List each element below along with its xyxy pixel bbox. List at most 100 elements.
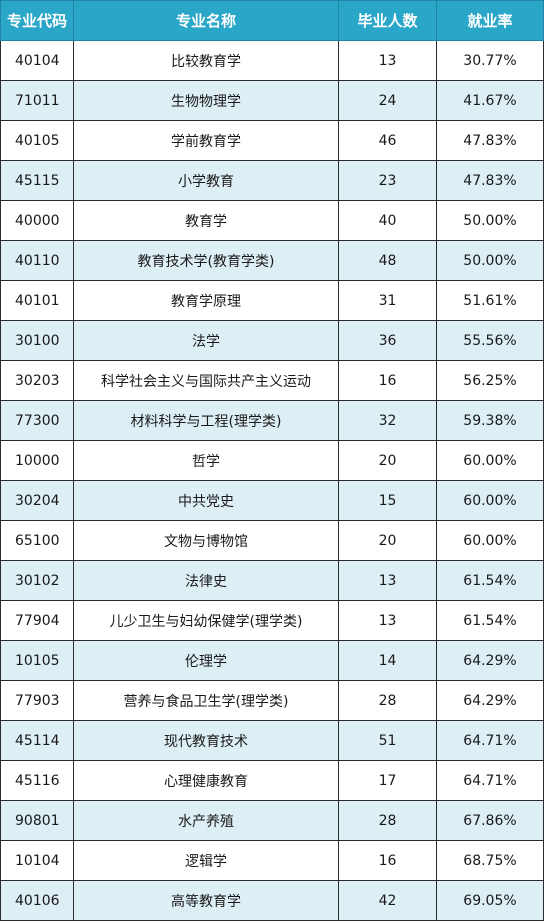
major-code-cell: 40104: [0, 40, 74, 81]
header-graduates: 毕业人数: [338, 0, 437, 41]
major-name-cell: 文物与博物馆: [73, 520, 339, 561]
graduates-count-cell: 16: [338, 840, 437, 881]
table-row: 45114 现代教育技术 51 64.71%: [0, 720, 544, 761]
table-row: 30100 法学 36 55.56%: [0, 320, 544, 361]
major-code-cell: 77903: [0, 680, 74, 721]
employment-rate-cell: 50.00%: [436, 240, 544, 281]
employment-rate-cell: 50.00%: [436, 200, 544, 241]
major-name-cell: 小学教育: [73, 160, 339, 201]
major-code-cell: 30204: [0, 480, 74, 521]
major-code-cell: 77300: [0, 400, 74, 441]
graduates-count-cell: 42: [338, 880, 437, 921]
table-header-row: 专业代码 专业名称 毕业人数 就业率: [0, 0, 544, 41]
major-name-cell: 教育技术学(教育学类): [73, 240, 339, 281]
major-name-cell: 比较教育学: [73, 40, 339, 81]
major-name-cell: 科学社会主义与国际共产主义运动: [73, 360, 339, 401]
major-code-cell: 40101: [0, 280, 74, 321]
graduates-count-cell: 36: [338, 320, 437, 361]
employment-rate-cell: 61.54%: [436, 600, 544, 641]
major-name-cell: 哲学: [73, 440, 339, 481]
major-name-cell: 材料科学与工程(理学类): [73, 400, 339, 441]
employment-rate-cell: 41.67%: [436, 80, 544, 121]
major-code-cell: 65100: [0, 520, 74, 561]
table-row: 77300 材料科学与工程(理学类) 32 59.38%: [0, 400, 544, 441]
employment-rate-cell: 60.00%: [436, 440, 544, 481]
major-code-cell: 40000: [0, 200, 74, 241]
major-name-cell: 教育学原理: [73, 280, 339, 321]
graduates-count-cell: 14: [338, 640, 437, 681]
table-row: 40104 比较教育学 13 30.77%: [0, 40, 544, 81]
major-code-cell: 77904: [0, 600, 74, 641]
table-row: 40110 教育技术学(教育学类) 48 50.00%: [0, 240, 544, 281]
table-row: 45115 小学教育 23 47.83%: [0, 160, 544, 201]
major-name-cell: 儿少卫生与妇幼保健学(理学类): [73, 600, 339, 641]
table-row: 90801 水产养殖 28 67.86%: [0, 800, 544, 841]
major-code-cell: 40105: [0, 120, 74, 161]
graduates-count-cell: 13: [338, 40, 437, 81]
table-row: 10105 伦理学 14 64.29%: [0, 640, 544, 681]
employment-rate-cell: 59.38%: [436, 400, 544, 441]
major-name-cell: 中共党史: [73, 480, 339, 521]
graduates-count-cell: 28: [338, 680, 437, 721]
major-name-cell: 法学: [73, 320, 339, 361]
major-code-cell: 90801: [0, 800, 74, 841]
major-name-cell: 营养与食品卫生学(理学类): [73, 680, 339, 721]
table-row: 40000 教育学 40 50.00%: [0, 200, 544, 241]
major-name-cell: 现代教育技术: [73, 720, 339, 761]
major-code-cell: 40110: [0, 240, 74, 281]
graduates-count-cell: 20: [338, 520, 437, 561]
employment-rate-cell: 60.00%: [436, 480, 544, 521]
graduates-count-cell: 13: [338, 600, 437, 641]
major-name-cell: 高等教育学: [73, 880, 339, 921]
header-employment-rate: 就业率: [436, 0, 544, 41]
major-name-cell: 伦理学: [73, 640, 339, 681]
employment-rate-cell: 60.00%: [436, 520, 544, 561]
employment-rate-cell: 51.61%: [436, 280, 544, 321]
table-row: 45116 心理健康教育 17 64.71%: [0, 760, 544, 801]
graduates-count-cell: 40: [338, 200, 437, 241]
graduates-count-cell: 48: [338, 240, 437, 281]
major-code-cell: 30102: [0, 560, 74, 601]
graduates-count-cell: 13: [338, 560, 437, 601]
table-row: 30102 法律史 13 61.54%: [0, 560, 544, 601]
graduates-count-cell: 24: [338, 80, 437, 121]
major-name-cell: 教育学: [73, 200, 339, 241]
employment-rate-cell: 64.71%: [436, 720, 544, 761]
graduates-count-cell: 20: [338, 440, 437, 481]
graduates-count-cell: 17: [338, 760, 437, 801]
major-code-cell: 40106: [0, 880, 74, 921]
employment-rate-cell: 68.75%: [436, 840, 544, 881]
major-code-cell: 45115: [0, 160, 74, 201]
major-code-cell: 45114: [0, 720, 74, 761]
major-code-cell: 10105: [0, 640, 74, 681]
table-row: 71011 生物物理学 24 41.67%: [0, 80, 544, 121]
employment-rate-cell: 67.86%: [436, 800, 544, 841]
table-row: 10000 哲学 20 60.00%: [0, 440, 544, 481]
major-code-cell: 30100: [0, 320, 74, 361]
table-row: 10104 逻辑学 16 68.75%: [0, 840, 544, 881]
major-code-cell: 10104: [0, 840, 74, 881]
graduates-count-cell: 51: [338, 720, 437, 761]
graduates-count-cell: 23: [338, 160, 437, 201]
employment-rate-cell: 47.83%: [436, 120, 544, 161]
graduates-count-cell: 46: [338, 120, 437, 161]
employment-rate-cell: 64.71%: [436, 760, 544, 801]
graduates-count-cell: 32: [338, 400, 437, 441]
graduates-count-cell: 15: [338, 480, 437, 521]
table-row: 65100 文物与博物馆 20 60.00%: [0, 520, 544, 561]
major-name-cell: 学前教育学: [73, 120, 339, 161]
major-code-cell: 30203: [0, 360, 74, 401]
table-row: 40106 高等教育学 42 69.05%: [0, 880, 544, 921]
major-name-cell: 生物物理学: [73, 80, 339, 121]
table-row: 30203 科学社会主义与国际共产主义运动 16 56.25%: [0, 360, 544, 401]
employment-rate-cell: 64.29%: [436, 640, 544, 681]
major-code-cell: 71011: [0, 80, 74, 121]
employment-rate-cell: 61.54%: [436, 560, 544, 601]
table-row: 40105 学前教育学 46 47.83%: [0, 120, 544, 161]
table-row: 30204 中共党史 15 60.00%: [0, 480, 544, 521]
employment-rate-cell: 55.56%: [436, 320, 544, 361]
graduates-count-cell: 28: [338, 800, 437, 841]
major-name-cell: 水产养殖: [73, 800, 339, 841]
major-name-cell: 心理健康教育: [73, 760, 339, 801]
